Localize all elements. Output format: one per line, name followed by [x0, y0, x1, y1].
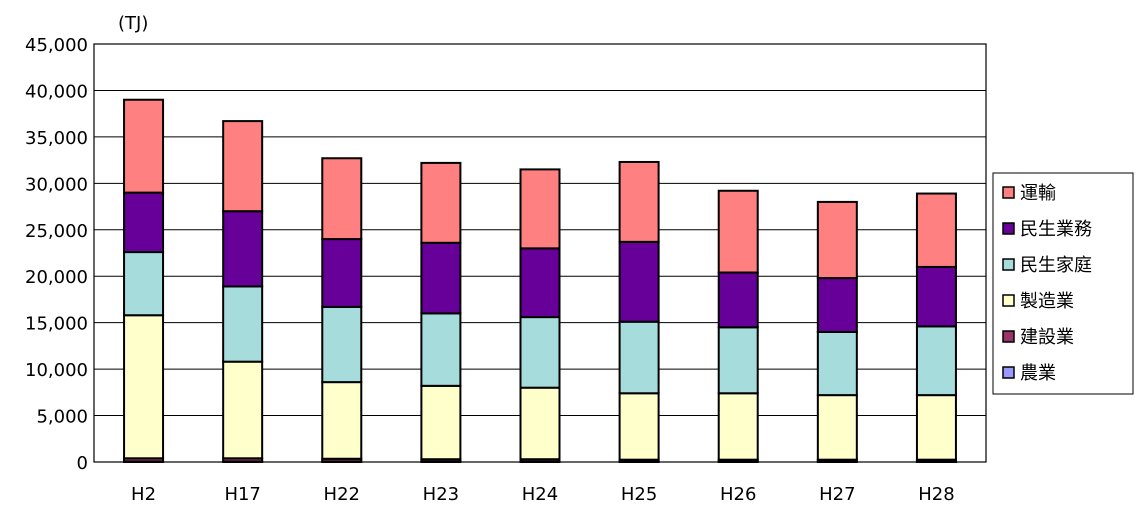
- bar-segment: [420, 161, 462, 244]
- bar-segment: [123, 314, 165, 460]
- legend-label: 農業: [1020, 363, 1056, 384]
- bar-segment: [618, 160, 660, 243]
- y-tick-label: 25,000: [25, 221, 88, 242]
- y-tick-label: 15,000: [25, 314, 88, 335]
- bar-segment: [618, 320, 660, 395]
- y-tick-label: 5,000: [36, 407, 88, 428]
- legend-swatch: [1002, 366, 1015, 379]
- x-axis-ticks: H2 H17 H22 H23 H24 H25 H26 H27 H28: [131, 484, 955, 505]
- legend-label: 建設業: [1020, 327, 1074, 348]
- x-tick-label: H27: [819, 484, 855, 505]
- bar-segment: [222, 120, 264, 213]
- bar-segment: [519, 316, 561, 389]
- x-tick-label: H23: [423, 484, 459, 505]
- legend-box: [992, 172, 1134, 395]
- bar-segment: [123, 98, 165, 194]
- x-tick-label: H17: [224, 484, 260, 505]
- bar-segment: [420, 312, 462, 387]
- bar-segment: [717, 271, 759, 329]
- x-tick-label: H22: [324, 484, 360, 505]
- bar-segment: [321, 157, 363, 241]
- legend-swatch: [1002, 258, 1015, 271]
- bar-segment: [816, 277, 858, 333]
- bars: [123, 98, 957, 463]
- plot-frame: [93, 43, 987, 463]
- bar-segment: [123, 251, 165, 317]
- bar-segment: [123, 191, 165, 254]
- bar-segment: [519, 386, 561, 461]
- bar-segment: [915, 265, 957, 328]
- bar-segment: [321, 305, 363, 384]
- bar-segment: [816, 394, 858, 461]
- legend-label: 民生家庭: [1020, 255, 1092, 276]
- bar-segment: [618, 392, 660, 461]
- y-tick-label: 0: [77, 453, 88, 474]
- bar-segment: [816, 200, 858, 280]
- bar-segment: [420, 384, 462, 461]
- bar-segment: [717, 392, 759, 461]
- bar-segment: [321, 381, 363, 460]
- x-tick-label: H24: [522, 484, 558, 505]
- bar-segment: [915, 192, 957, 268]
- legend-swatch: [1002, 330, 1015, 343]
- bar-segment: [618, 240, 660, 323]
- y-tick-label: 10,000: [25, 360, 88, 381]
- y-axis-ticks: 0 5,000 10,000 15,000 20,000 25,000 30,000 35,0…: [25, 35, 88, 474]
- bar-segment: [420, 241, 462, 315]
- bar-segment: [816, 330, 858, 397]
- unit-label: (TJ): [118, 13, 148, 34]
- bar-segment: [222, 285, 264, 363]
- y-tick-label: 45,000: [25, 35, 88, 56]
- bar-segment: [915, 394, 957, 461]
- bar-segment: [915, 325, 957, 397]
- legend-label: 製造業: [1020, 291, 1074, 312]
- bar-segment: [222, 210, 264, 288]
- bar-segment: [222, 360, 264, 460]
- legend-swatch: [1002, 222, 1015, 235]
- legend-label: 運輸: [1020, 183, 1056, 204]
- x-tick-label: H28: [918, 484, 954, 505]
- bar-segment: [717, 189, 759, 274]
- legend-label: 民生業務: [1020, 219, 1092, 240]
- y-tick-label: 20,000: [25, 267, 88, 288]
- y-tick-label: 35,000: [25, 128, 88, 149]
- bar-segment: [519, 247, 561, 319]
- x-tick-label: H26: [720, 484, 756, 505]
- y-tick-label: 30,000: [25, 174, 88, 195]
- bar-segment: [717, 326, 759, 395]
- legend-swatch: [1002, 294, 1015, 307]
- y-tick-label: 40,000: [25, 81, 88, 102]
- bar-segment: [321, 238, 363, 308]
- bar-segment: [519, 168, 561, 250]
- x-tick-label: H2: [131, 484, 156, 505]
- x-tick-label: H25: [621, 484, 657, 505]
- legend-swatch: [1002, 186, 1015, 199]
